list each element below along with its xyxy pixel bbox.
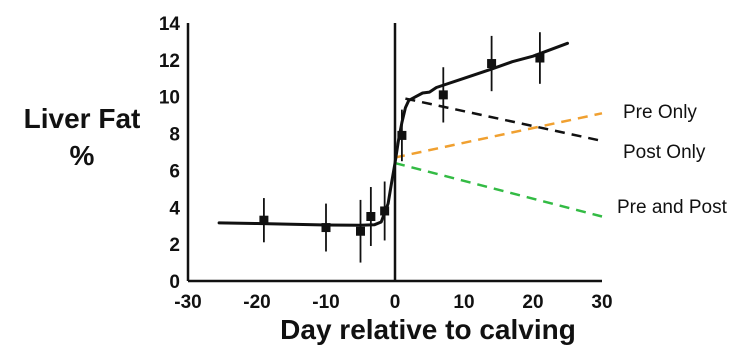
series-label-post-only: Post Only [623,142,706,163]
series-line-pre-and-post [394,161,603,218]
y-axis-title-line1: Liver Fat [24,103,141,134]
x-tick-label: 10 [453,292,474,313]
x-tick-label: -10 [312,292,339,313]
x-tick-label: 0 [390,292,401,313]
data-point [397,130,407,140]
x-tick-label: 20 [522,292,543,313]
series-label-pre-only: Pre Only [623,102,697,123]
data-point [438,90,448,100]
y-tick-label: 12 [159,51,180,72]
y-tick-label: 6 [169,161,180,182]
data-point [535,53,545,63]
data-point [259,215,269,225]
y-axis-title-line2: % [70,140,95,171]
data-points [259,53,545,236]
y-tick-label: 14 [159,14,181,35]
measured-liver-fat-curve [217,41,569,227]
series-label-pre-and-post: Pre and Post [617,197,728,218]
data-point [487,59,497,69]
x-axis-title: Day relative to calving [280,314,576,345]
x-tick-label: -30 [174,292,201,313]
y-tick-label: 0 [169,272,180,293]
y-tick-label: 2 [169,235,180,256]
series-lines [394,97,603,218]
x-tick-label: -20 [243,292,270,313]
data-point [380,206,390,216]
y-tick-label: 8 [169,125,180,146]
y-tick-label: 4 [169,198,180,219]
data-point [366,212,376,221]
y-tick-label: 10 [159,88,180,109]
data-point [321,223,331,233]
x-tick-label: 30 [591,292,612,313]
y-tick-labels: 0 2 4 6 8 10 12 14 [159,14,181,293]
x-tick-labels: -30 -20 -10 0 10 20 30 [174,292,612,313]
series-line-pre-only [394,112,603,159]
data-point [356,226,365,236]
